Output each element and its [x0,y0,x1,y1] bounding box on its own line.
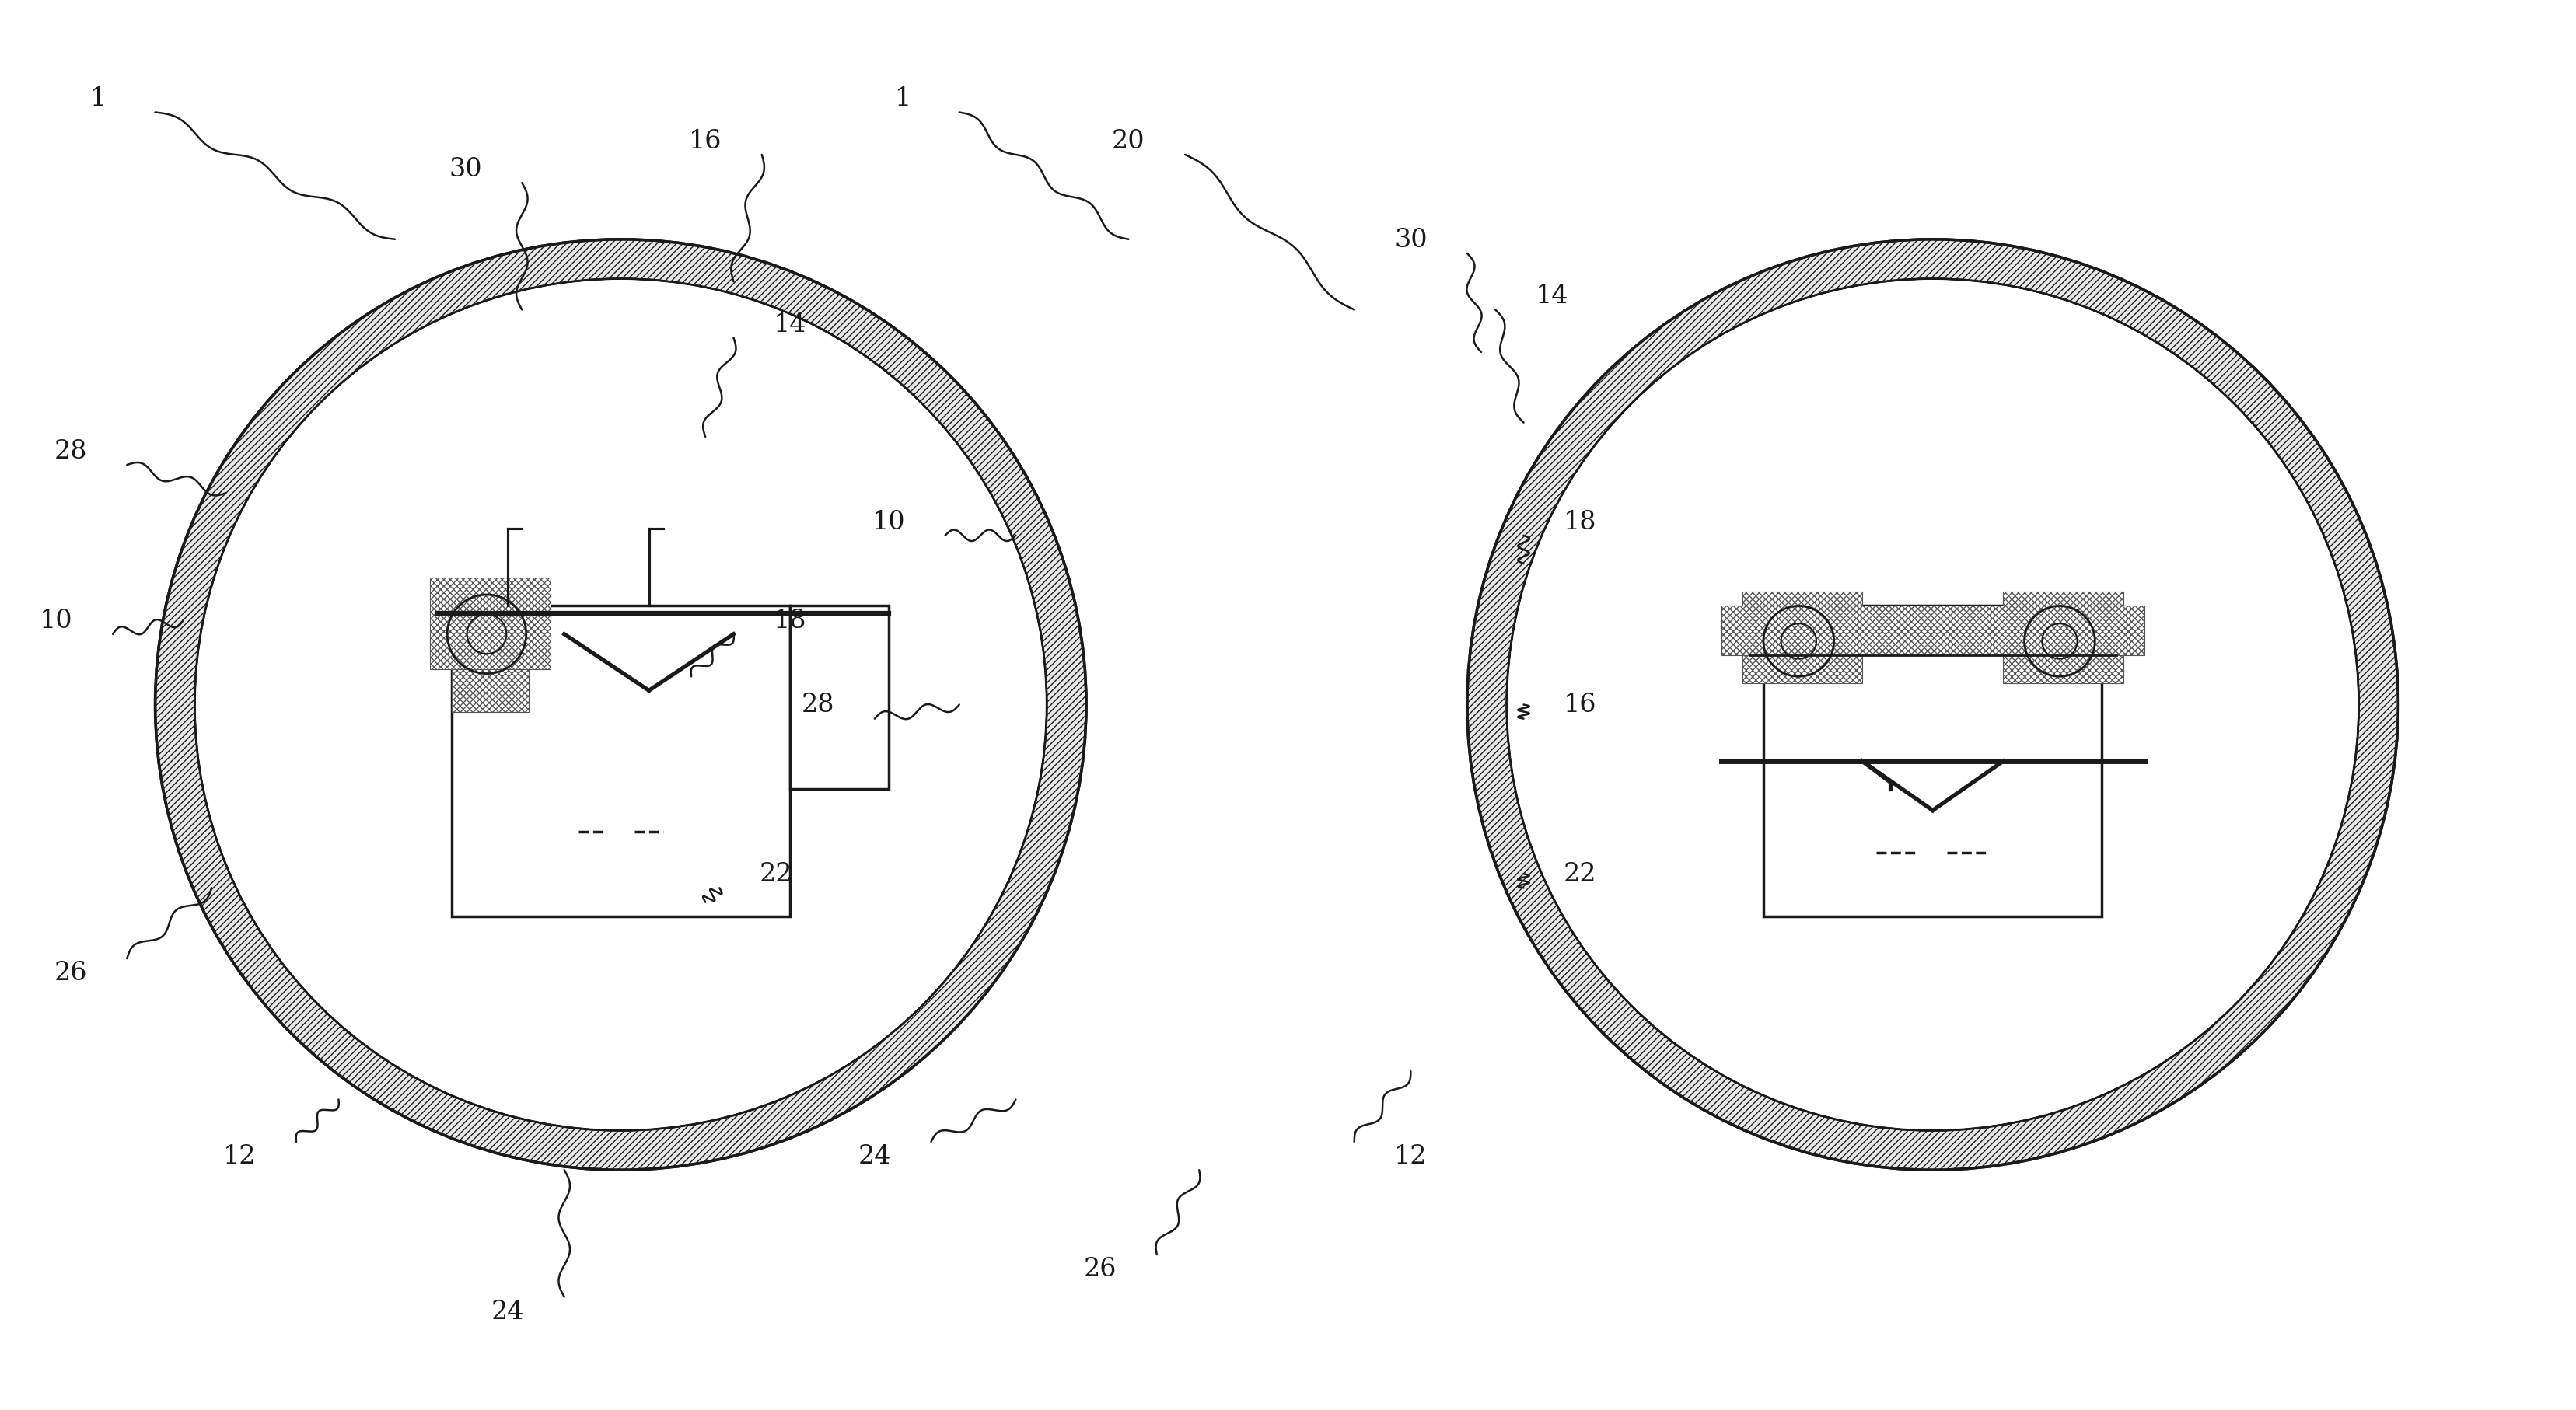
Text: 28: 28 [54,439,88,464]
Text: 24: 24 [492,1299,526,1324]
Bar [791,606,889,790]
Text: 14: 14 [773,312,806,337]
Text: 26: 26 [54,960,88,986]
Text: 30: 30 [448,157,482,182]
Text: 16: 16 [1564,692,1597,718]
Text: 16: 16 [688,128,721,154]
Bar [2004,592,2123,684]
Wedge shape [1468,240,2398,1170]
Text: 22: 22 [1564,862,1597,887]
Bar [430,578,551,670]
Text: 18: 18 [773,608,806,633]
Text: 12: 12 [1394,1144,1427,1169]
Text: 1: 1 [894,86,912,111]
Text: 20: 20 [1113,128,1146,154]
Text: 28: 28 [801,692,835,718]
Text: 22: 22 [760,862,793,887]
Bar [1765,606,2102,916]
Wedge shape [155,240,1087,1170]
Bar [451,606,791,916]
Bar [1721,606,2143,656]
Text: 18: 18 [1564,509,1597,534]
Text: 26: 26 [1084,1256,1118,1282]
Text: 10: 10 [873,509,904,534]
Text: 10: 10 [39,608,72,633]
Text: 24: 24 [858,1144,891,1169]
Text: 30: 30 [1394,227,1427,252]
Text: 14: 14 [1535,283,1569,309]
Bar [1741,592,1862,684]
Text: 12: 12 [224,1144,258,1169]
Bar [451,670,528,712]
Text: 1: 1 [90,86,108,111]
